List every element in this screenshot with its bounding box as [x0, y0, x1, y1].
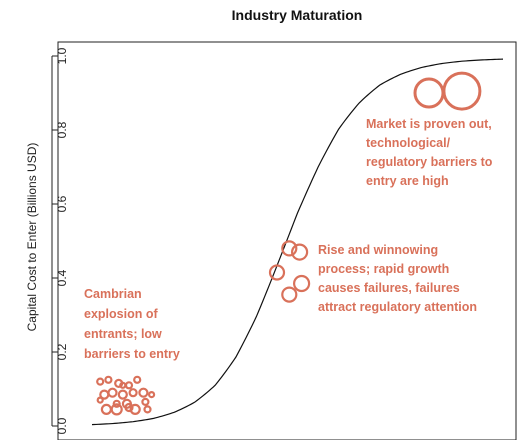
early-stage-bubble	[128, 388, 138, 398]
annotation-winnowing: Rise and winnowing process; rapid growth c…	[318, 243, 477, 314]
y-tick-label: 0.6	[55, 195, 69, 212]
annotation-line: Market is proven out,	[366, 117, 492, 131]
annotation-line: causes failures, failures	[318, 281, 460, 295]
chart-title: Industry Maturation	[232, 7, 363, 23]
annotation-line: process; rapid growth	[318, 262, 449, 276]
growth-stage-bubble	[281, 240, 298, 257]
annotation-mature-market: Market is proven out, technological/regul…	[366, 117, 493, 188]
annotation-line: explosion of	[84, 307, 158, 321]
growth-stage-bubble	[291, 243, 309, 261]
early-stage-bubble	[148, 391, 156, 399]
early-stage-bubble	[143, 405, 152, 414]
plot-frame	[57, 41, 517, 440]
annotation-line: regulatory barriers to	[366, 155, 493, 169]
s-curve-line	[91, 58, 504, 426]
early-stage-bubble	[141, 397, 150, 406]
early-stage-bubble	[104, 375, 113, 384]
early-stage-bubble	[124, 381, 134, 390]
early-stage-bubble	[133, 375, 142, 384]
growth-stage-bubble	[281, 286, 298, 303]
y-axis: 0.0 0.2 0.4 0.6 0.8 1.0	[51, 47, 69, 434]
annotation-line: barriers to entry	[84, 347, 180, 361]
early-stage-bubble	[117, 389, 128, 400]
early-stage-bubble	[112, 399, 121, 408]
mature-stage-bubble	[442, 71, 482, 111]
bubble-layer	[96, 71, 482, 416]
early-stage-bubble	[100, 403, 113, 415]
growth-stage-bubble	[268, 264, 286, 281]
y-tick-label: 1.0	[55, 47, 69, 64]
early-stage-bubble	[129, 403, 141, 415]
growth-stage-bubble	[293, 274, 311, 293]
y-tick-label: 0.0	[55, 417, 69, 434]
y-tick-label: 0.8	[55, 121, 69, 138]
y-tick-label: 0.4	[55, 269, 69, 286]
annotation-cambrian: Cambrian explosion of entrants; low barrier…	[84, 287, 180, 361]
annotation-line: entry are high	[366, 174, 449, 188]
annotation-line: technological/	[366, 136, 451, 150]
y-tick-label: 0.2	[55, 343, 69, 360]
early-stage-bubble	[107, 387, 118, 398]
early-stage-bubble	[110, 403, 123, 416]
annotation-line: Rise and winnowing	[318, 243, 438, 257]
annotation-line: Cambrian	[84, 287, 142, 301]
y-axis-label: Capital Cost to Enter (Billions USD)	[25, 143, 39, 332]
annotation-line: attract regulatory attention	[318, 300, 477, 314]
early-stage-bubble	[96, 377, 105, 386]
early-stage-bubble	[124, 402, 134, 413]
mature-stage-bubble	[413, 77, 445, 109]
early-stage-bubble	[138, 387, 149, 398]
early-stage-bubble	[96, 396, 104, 404]
annotation-line: entrants; low	[84, 327, 162, 341]
annotation-layer: Cambrian explosion of entrants; low barrier…	[84, 117, 493, 361]
